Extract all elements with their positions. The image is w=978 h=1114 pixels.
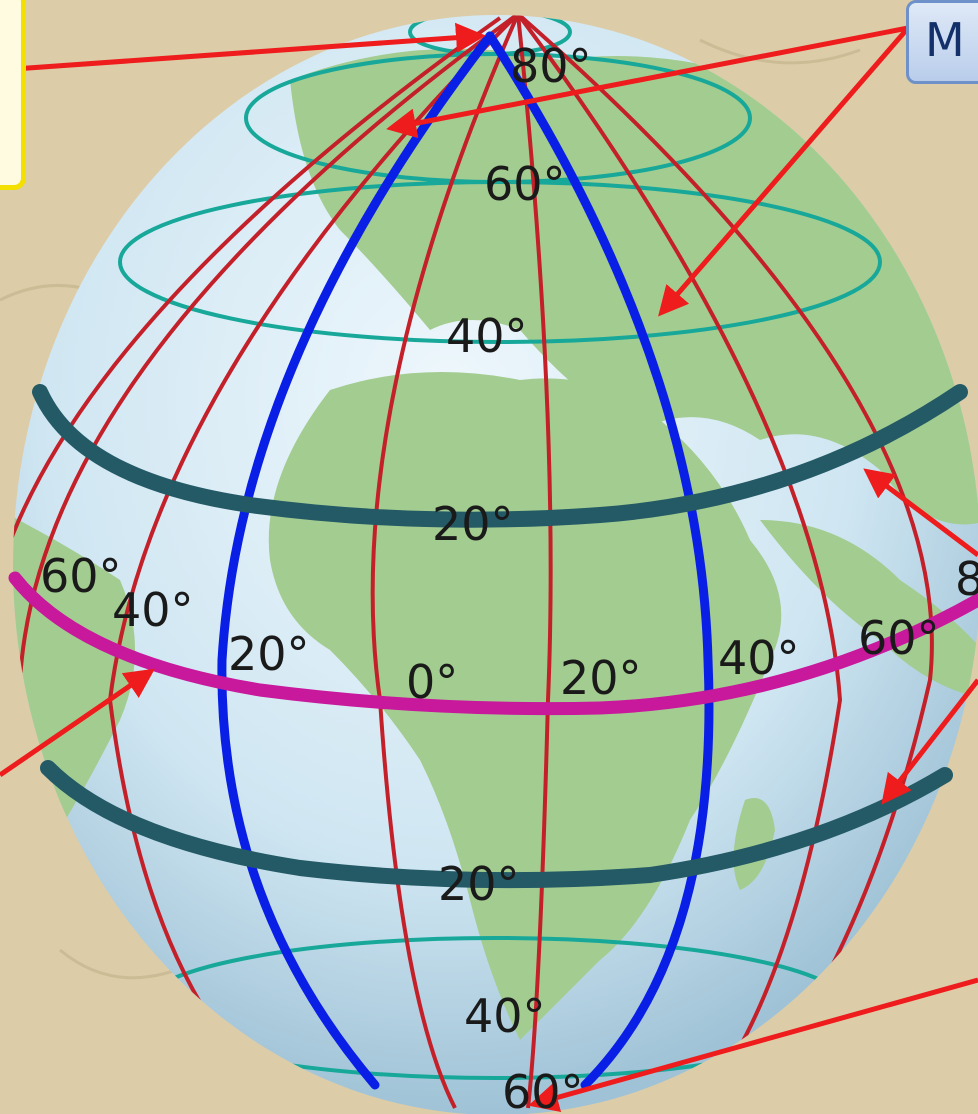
label-lon-0: 0° [406, 655, 458, 709]
tropics [32, 384, 968, 889]
parallel-40n [118, 180, 882, 344]
label-lon-20w: 20° [228, 627, 310, 681]
label-lon-60w: 60° [40, 549, 122, 603]
meridian-20e [516, 15, 553, 1109]
label-lon-60e: 60° [858, 611, 940, 665]
callout-box-left [0, 0, 26, 190]
eurasia-land [290, 48, 978, 525]
callout-text: M [925, 13, 965, 67]
annotation-arrows [0, 22, 978, 1112]
arrow-to-left-meridian [386, 25, 909, 139]
label-lat-60n: 60° [484, 157, 566, 211]
label-lat-40s: 40° [464, 989, 546, 1043]
arrow-to-equator [0, 668, 155, 778]
tropic-of-capricorn [40, 760, 953, 889]
tropic-of-cancer [32, 384, 968, 528]
edge-label-right: 8 [955, 552, 978, 606]
equator [8, 571, 978, 716]
label-lon-20e: 20° [560, 651, 642, 705]
arrow-to-tropic-capricorn [881, 678, 978, 805]
meridian-80e [516, 15, 934, 1042]
meridian-60e [516, 15, 843, 1082]
arrow-to-tropic-cancer [863, 468, 978, 557]
label-lat-40n: 40° [446, 309, 528, 363]
meridian-40w [107, 15, 520, 1062]
arrow-to-north-pole [0, 22, 486, 73]
label-lat-80n: 80° [510, 39, 592, 93]
label-lat-20n: 20° [432, 497, 514, 551]
label-lat-20s: 20° [438, 857, 520, 911]
label-lon-40e: 40° [718, 631, 800, 685]
meridian-0 [370, 15, 520, 1109]
label-lat-60s: 60° [502, 1065, 584, 1114]
arrow-to-south-60 [528, 977, 978, 1112]
meridian-20w-highlight [217, 31, 495, 1090]
callout-box-meridians: M [906, 0, 978, 84]
meridian-80w [13, 16, 502, 681]
meridian-40e-highlight [485, 31, 714, 1090]
label-lon-40w: 40° [112, 583, 194, 637]
arrow-to-right-meridian [658, 26, 910, 317]
highlighted-meridians [217, 31, 714, 1090]
